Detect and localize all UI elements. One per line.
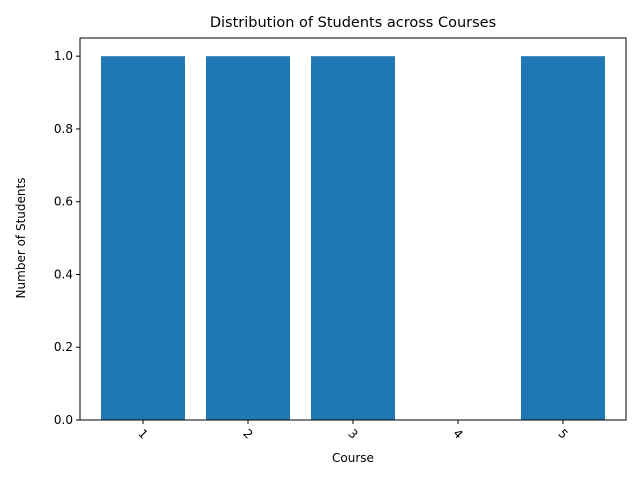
bar-course-1 <box>101 56 185 420</box>
y-tick-label: 0.8 <box>54 122 73 136</box>
x-tick-label: 2 <box>240 426 255 441</box>
y-axis: 0.0 0.2 0.4 0.6 0.8 1.0 <box>54 49 80 427</box>
y-tick-label: 0.6 <box>54 195 73 209</box>
bar-course-3 <box>311 56 395 420</box>
x-tick-label: 1 <box>135 426 150 441</box>
y-tick-label: 1.0 <box>54 49 73 63</box>
bars-layer <box>101 56 605 420</box>
y-tick-label: 0.4 <box>54 267 73 281</box>
x-axis-label: Course <box>332 451 374 465</box>
x-tick-label: 5 <box>555 426 570 441</box>
y-tick-label: 0.2 <box>54 340 73 354</box>
x-axis: 1 2 3 4 5 <box>135 420 571 442</box>
bar-course-2 <box>206 56 290 420</box>
x-tick-label: 3 <box>345 426 360 441</box>
y-tick-label: 0.0 <box>54 413 73 427</box>
x-tick-label: 4 <box>450 426 465 441</box>
bar-course-5 <box>521 56 605 420</box>
plot-frame <box>79 37 627 421</box>
y-axis-label: Number of Students <box>14 178 28 299</box>
chart-title: Distribution of Students across Courses <box>210 15 496 31</box>
